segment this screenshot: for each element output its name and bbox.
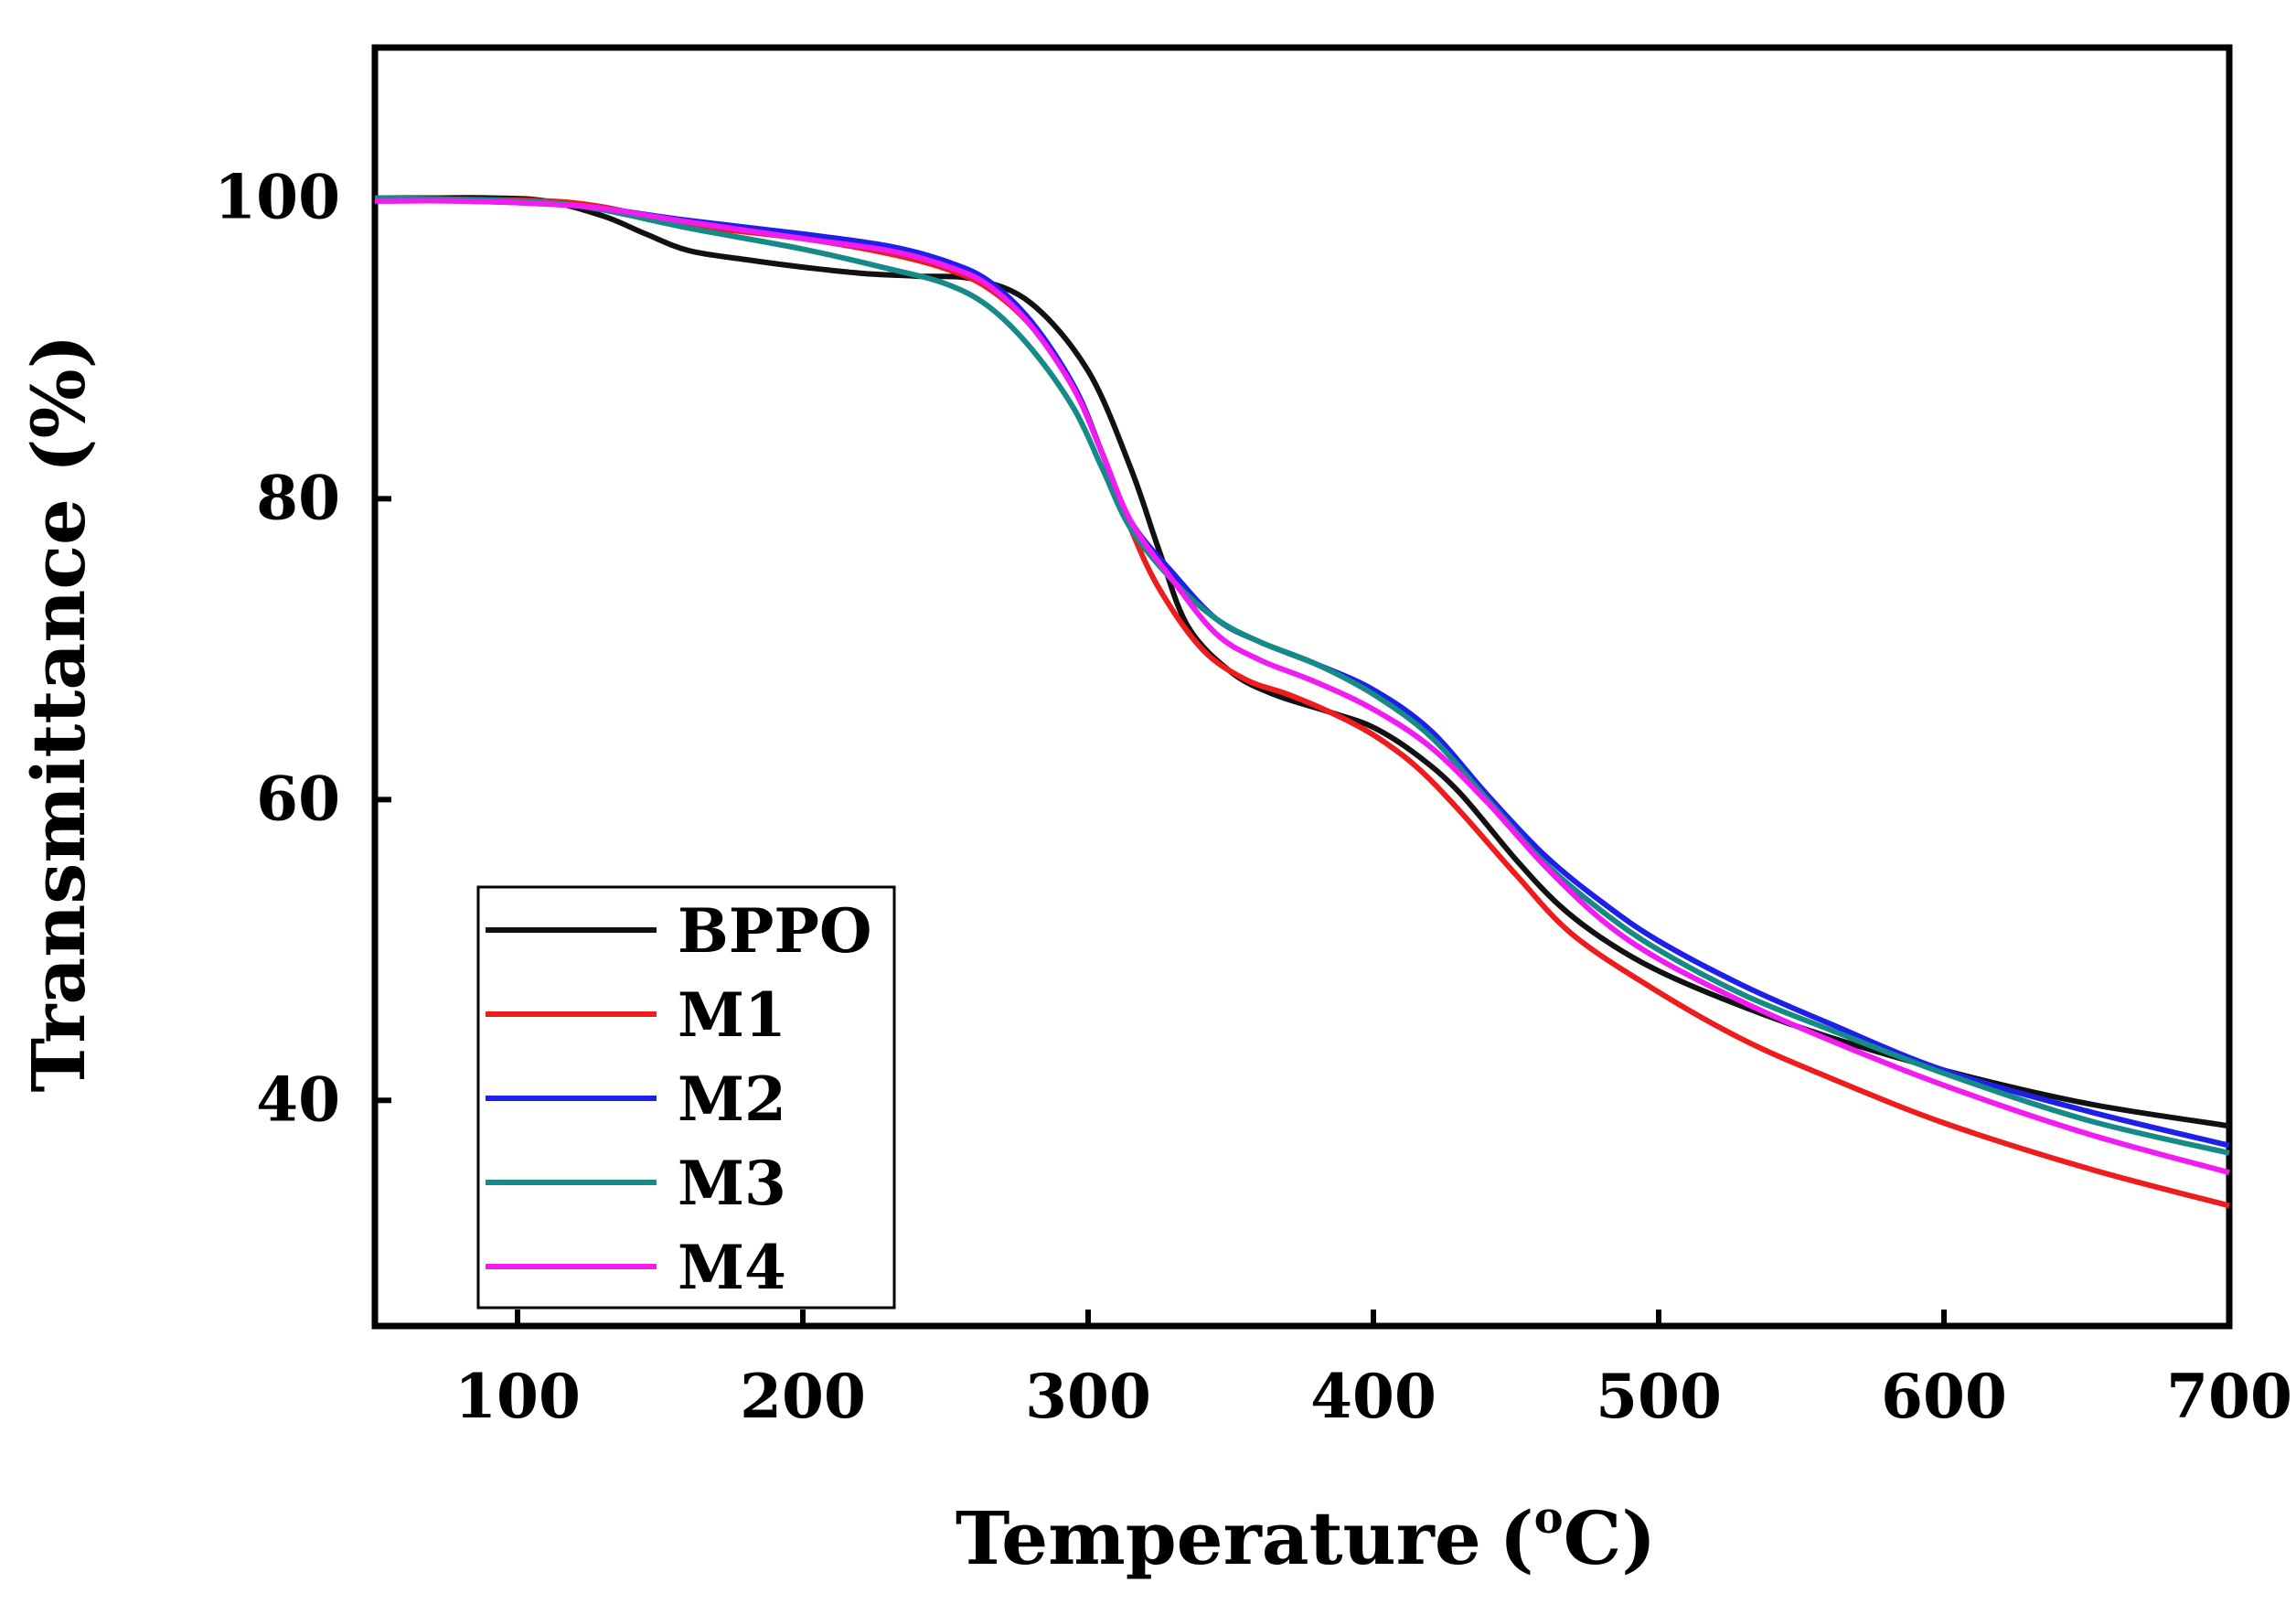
- x-axis-title-unit-close: C): [1564, 1495, 1657, 1581]
- x-tick-label: 500: [1596, 1361, 1722, 1432]
- x-tick-label: 100: [454, 1361, 581, 1432]
- y-axis-title: Transmittance (%): [16, 334, 101, 1092]
- x-axis-title: Temperature (oC): [956, 1492, 1656, 1581]
- y-tick-label: 40: [256, 1064, 340, 1135]
- y-tick-label: 80: [256, 462, 340, 533]
- legend-label-m1: M1: [678, 979, 786, 1051]
- legend-label-bppo: BPPO: [678, 895, 872, 967]
- x-tick-label: 600: [1881, 1361, 2007, 1432]
- series-line-m3: [374, 195, 2230, 1156]
- x-tick-label: 400: [1310, 1361, 1436, 1432]
- legend: BPPO M1 M2 M3 M4: [476, 885, 896, 1310]
- plot-frame: [371, 44, 2233, 1330]
- series-line-m4: [374, 198, 2230, 1176]
- legend-label-m3: M3: [678, 1148, 786, 1219]
- axis-layer: 100 200 300 400 500 600 700 40 60 80 100: [214, 44, 2292, 1432]
- x-axis-title-unit-sup: o: [1534, 1492, 1564, 1544]
- x-axis-title-main: Temperature: [956, 1495, 1481, 1581]
- y-tick-label: 100: [214, 161, 340, 232]
- x-tick-label: 300: [1025, 1361, 1151, 1432]
- legend-label-m2: M2: [678, 1064, 786, 1135]
- y-tick-label: 60: [256, 763, 340, 834]
- x-tick-label: 700: [2166, 1361, 2292, 1432]
- legend-label-m4: M4: [678, 1232, 786, 1303]
- series-layer: [374, 195, 2230, 1209]
- x-axis-title-unit-open: (: [1500, 1495, 1534, 1581]
- x-tick-label: 200: [740, 1361, 866, 1432]
